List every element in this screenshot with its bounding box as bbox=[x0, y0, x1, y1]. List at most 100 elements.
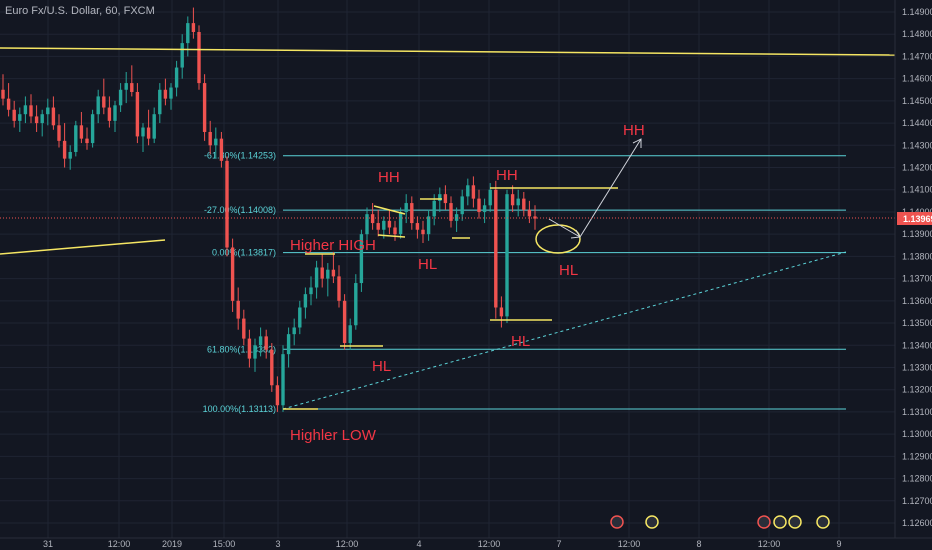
drawing-tools[interactable] bbox=[0, 47, 896, 410]
candle-body bbox=[303, 294, 308, 308]
event-marker-icon[interactable] bbox=[645, 515, 659, 529]
candle-body bbox=[314, 267, 319, 288]
price-tick-label: 1.13500 bbox=[902, 318, 932, 328]
candle-body bbox=[158, 89, 162, 115]
arrow-up-head bbox=[632, 138, 642, 148]
price-tick-label: 1.14500 bbox=[902, 96, 932, 106]
price-tick-label: 1.14600 bbox=[902, 74, 932, 84]
candle-body bbox=[191, 23, 196, 32]
time-tick-label: 31 bbox=[43, 539, 53, 549]
candle-body bbox=[270, 349, 274, 386]
candle-body bbox=[365, 214, 369, 235]
price-tick-label: 1.13300 bbox=[902, 362, 932, 372]
candle-body bbox=[51, 107, 56, 126]
price-axis[interactable]: 1.14900 1.14800 1.14700 1.14600 1.14500 1.144… bbox=[894, 0, 932, 550]
candle-body bbox=[264, 336, 268, 350]
candle-body bbox=[404, 203, 408, 212]
event-marker-icon[interactable] bbox=[757, 515, 771, 529]
event-markers[interactable] bbox=[610, 515, 830, 529]
time-tick-label: 2019 bbox=[162, 539, 182, 549]
horizontal-line-top[interactable] bbox=[0, 47, 896, 56]
candle-body bbox=[118, 89, 123, 106]
candle-body bbox=[174, 67, 179, 88]
candle-body bbox=[214, 138, 218, 146]
time-tick-label: 9 bbox=[836, 539, 841, 549]
candle-body bbox=[23, 105, 28, 115]
annotation-label: HH bbox=[378, 169, 400, 186]
time-tick-label: 8 bbox=[696, 539, 701, 549]
candle-body bbox=[398, 211, 403, 235]
chart-grid bbox=[0, 0, 895, 538]
candle-body bbox=[281, 354, 285, 406]
candle-body bbox=[443, 194, 448, 204]
candle-body bbox=[438, 194, 442, 201]
price-tick-label: 1.14400 bbox=[902, 118, 932, 128]
candle-body bbox=[337, 276, 341, 301]
current-price-label: 1.13969 bbox=[903, 214, 932, 224]
candle-body bbox=[421, 229, 425, 235]
candle-body bbox=[499, 307, 504, 317]
fib-level-label: -61.80%(1.14253) bbox=[204, 151, 276, 161]
annotation-label: HL bbox=[559, 262, 578, 279]
candle-body bbox=[219, 138, 224, 161]
candle-body bbox=[236, 300, 240, 319]
candle-body bbox=[393, 227, 397, 235]
event-marker-icon[interactable] bbox=[610, 515, 624, 529]
candle-body bbox=[197, 31, 201, 84]
event-marker-icon[interactable] bbox=[788, 515, 802, 529]
candle-body bbox=[258, 336, 263, 346]
candle-body bbox=[275, 385, 280, 406]
arrow-up-line[interactable] bbox=[579, 138, 642, 238]
fibonacci-retracement[interactable]: -61.80%(1.14253) -27.00%(1.14008) 0.00%(1.… bbox=[203, 151, 846, 414]
arrow-down-line[interactable] bbox=[548, 218, 581, 238]
candle-body bbox=[152, 114, 156, 139]
annotation-label: Highler LOW bbox=[290, 427, 377, 444]
candle-body bbox=[415, 223, 420, 230]
price-tick-label: 1.14300 bbox=[902, 140, 932, 150]
candle-body bbox=[370, 214, 375, 224]
dashed-trendline[interactable] bbox=[282, 251, 847, 410]
candle-body bbox=[124, 83, 128, 90]
candle-body bbox=[85, 138, 89, 144]
candle-body bbox=[432, 200, 436, 217]
candle-body bbox=[141, 127, 145, 137]
resistance-line-small[interactable] bbox=[373, 205, 406, 215]
candle-body bbox=[62, 140, 67, 159]
price-tick-label: 1.14000 bbox=[902, 207, 932, 217]
candle-body bbox=[471, 185, 476, 199]
candle-body bbox=[527, 209, 532, 217]
candle-body bbox=[180, 43, 184, 68]
candle-body bbox=[477, 198, 481, 212]
annotation-label: HL bbox=[372, 358, 391, 375]
target-ellipse[interactable] bbox=[535, 224, 581, 254]
price-tick-label: 1.12800 bbox=[902, 474, 932, 484]
time-tick-label: 7 bbox=[556, 539, 561, 549]
support-line-small-1[interactable] bbox=[377, 234, 406, 238]
time-axis[interactable]: 31 12:00 2019 15:00 3 12:00 4 12:00 7 12:00 8 12:00… bbox=[0, 537, 932, 549]
event-marker-icon[interactable] bbox=[773, 515, 787, 529]
chart-title: Euro Fx/U.S. Dollar, 60, FXCM bbox=[5, 5, 155, 17]
annotation-labels: HH HH HH Higher HIGH HL HL HL HL Highler LOW bbox=[290, 122, 645, 444]
candle-body bbox=[326, 269, 330, 279]
candle-body bbox=[225, 160, 229, 248]
candle-body bbox=[107, 107, 112, 121]
price-tick-label: 1.14800 bbox=[902, 29, 932, 39]
price-axis-background bbox=[895, 0, 932, 550]
price-tick-label: 1.13700 bbox=[902, 274, 932, 284]
price-tick-label: 1.14900 bbox=[902, 7, 932, 17]
candle-body bbox=[79, 125, 84, 139]
fib-level-label: 61.80%(1.13382) bbox=[207, 344, 276, 354]
candle-body bbox=[242, 318, 246, 339]
trendline-left[interactable] bbox=[0, 239, 166, 255]
candle-body bbox=[482, 205, 487, 212]
price-tick-label: 1.13400 bbox=[902, 340, 932, 350]
candle-body bbox=[505, 194, 509, 317]
event-marker-icon[interactable] bbox=[816, 515, 830, 529]
candle-body bbox=[247, 338, 252, 359]
time-tick-label: 12:00 bbox=[478, 539, 501, 549]
fib-level-label: -27.00%(1.14008) bbox=[204, 205, 276, 215]
price-axis-ticks: 1.14900 1.14800 1.14700 1.14600 1.14500 1.144… bbox=[902, 7, 932, 528]
candle-body bbox=[516, 198, 520, 206]
candle-body bbox=[292, 327, 296, 335]
